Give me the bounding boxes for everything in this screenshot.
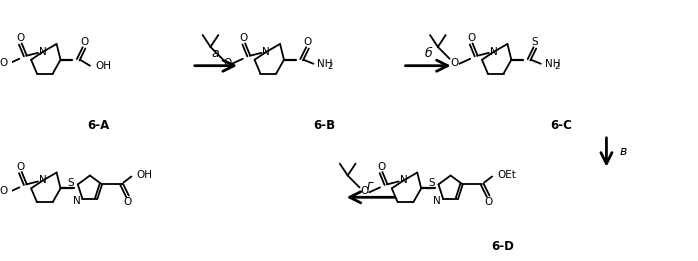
Text: 2: 2 (554, 62, 560, 71)
Text: NH: NH (544, 59, 560, 69)
Text: O: O (16, 162, 24, 172)
Text: O: O (360, 186, 369, 196)
Text: 6-B: 6-B (313, 118, 335, 132)
Text: в: в (619, 145, 627, 158)
Text: N: N (433, 196, 441, 206)
Text: O: O (0, 186, 8, 196)
Text: NH: NH (318, 59, 333, 69)
Text: N: N (262, 47, 270, 57)
Text: O: O (467, 33, 475, 43)
Text: б: б (424, 47, 432, 60)
Text: N: N (39, 47, 47, 57)
Text: O: O (484, 197, 492, 207)
Text: S: S (428, 179, 435, 188)
Text: 6-D: 6-D (491, 240, 514, 253)
Text: 2: 2 (327, 62, 332, 71)
Text: OH: OH (96, 61, 112, 71)
Text: O: O (80, 37, 88, 47)
Text: O: O (16, 33, 24, 43)
Text: O: O (377, 162, 385, 172)
Text: N: N (39, 175, 47, 186)
Text: S: S (67, 179, 74, 188)
Text: 6-C: 6-C (551, 118, 572, 132)
Text: 6-A: 6-A (88, 118, 110, 132)
Text: N: N (400, 175, 408, 186)
Text: OH: OH (136, 169, 152, 180)
Text: O: O (304, 37, 311, 47)
Text: O: O (223, 58, 231, 68)
Text: O: O (124, 197, 132, 207)
Text: O: O (0, 58, 8, 68)
Text: г: г (367, 179, 373, 192)
Text: OEt: OEt (497, 169, 516, 180)
Text: N: N (490, 47, 498, 57)
Text: a: a (211, 47, 219, 60)
Text: O: O (450, 58, 459, 68)
Text: N: N (73, 196, 80, 206)
Text: S: S (532, 37, 538, 47)
Text: O: O (239, 33, 248, 43)
